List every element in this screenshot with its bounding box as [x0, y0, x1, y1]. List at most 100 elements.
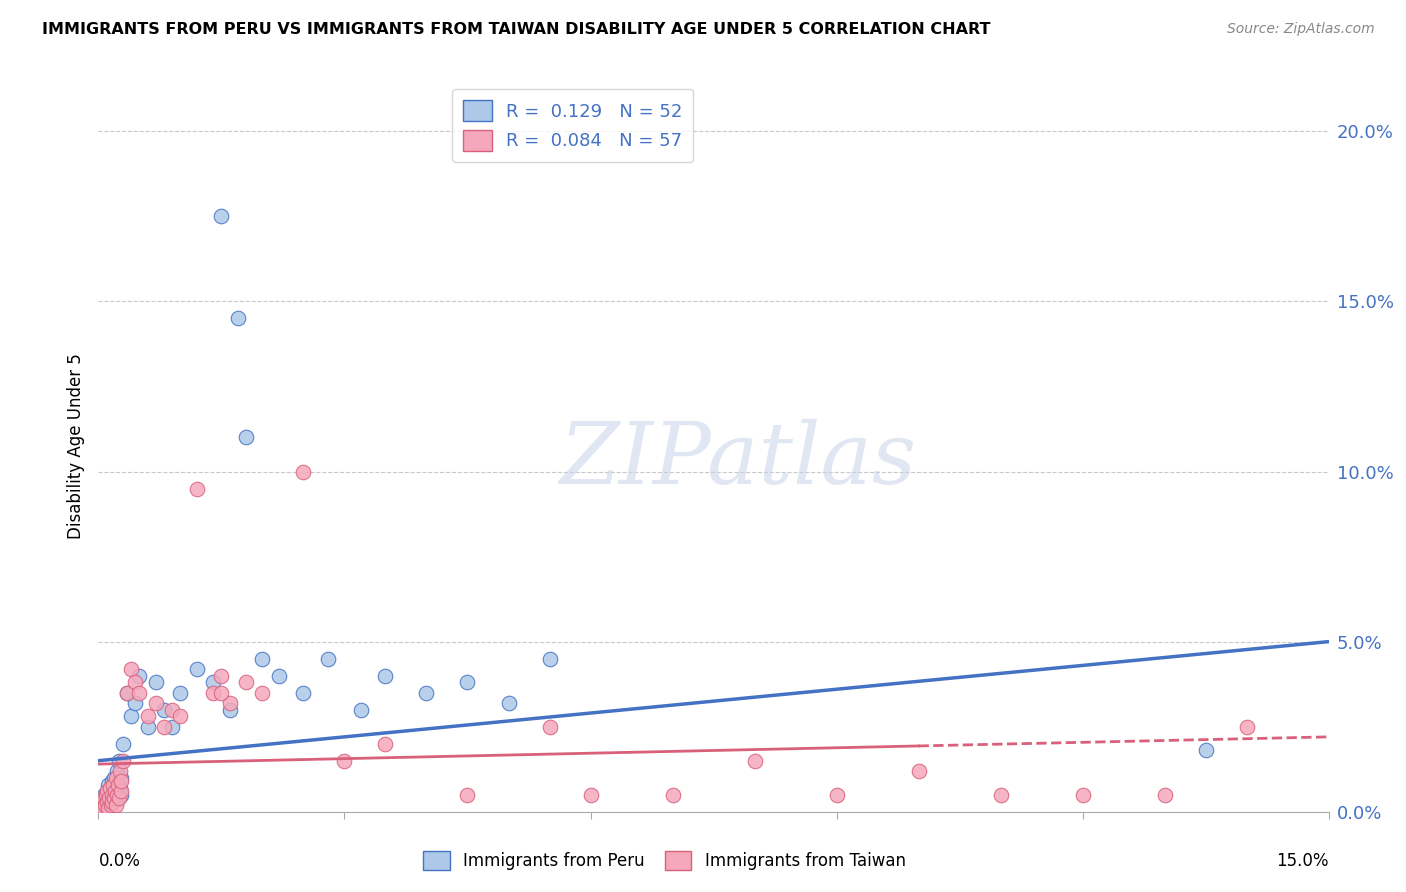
Point: [96, 784, 118, 798]
Point: [374, 737, 396, 751]
Point: [115, 686, 138, 700]
Point: [218, 696, 240, 710]
Point: [211, 210, 233, 224]
Point: [100, 797, 122, 812]
Point: [105, 771, 128, 785]
Point: [538, 720, 561, 734]
Y-axis label: Disability Age Under 5: Disability Age Under 5: [66, 353, 84, 539]
Point: [153, 720, 176, 734]
Point: [120, 662, 142, 676]
Point: [98, 780, 121, 795]
Point: [124, 696, 146, 710]
Point: [153, 703, 176, 717]
Point: [128, 686, 150, 700]
Point: [162, 720, 183, 734]
Point: [107, 791, 129, 805]
Point: [93, 801, 115, 815]
Point: [104, 784, 127, 798]
Point: [96, 797, 118, 812]
Point: [89, 801, 111, 815]
Point: [104, 784, 127, 798]
Text: IMMIGRANTS FROM PERU VS IMMIGRANTS FROM TAIWAN DISABILITY AGE UNDER 5 CORRELATIO: IMMIGRANTS FROM PERU VS IMMIGRANTS FROM …: [42, 22, 991, 37]
Point: [105, 788, 128, 802]
Point: [415, 686, 437, 700]
Point: [186, 482, 208, 496]
Point: [136, 709, 159, 723]
Point: [316, 651, 339, 665]
Point: [145, 696, 167, 710]
Point: [94, 797, 117, 812]
Text: Source: ZipAtlas.com: Source: ZipAtlas.com: [1227, 22, 1375, 37]
Text: 0.0%: 0.0%: [98, 852, 141, 870]
Point: [90, 797, 112, 812]
Point: [100, 788, 122, 802]
Legend: Immigrants from Peru, Immigrants from Taiwan: Immigrants from Peru, Immigrants from Ta…: [416, 844, 912, 877]
Point: [218, 703, 240, 717]
Point: [98, 791, 121, 805]
Point: [101, 774, 124, 789]
Point: [825, 788, 848, 802]
Point: [103, 771, 125, 785]
Point: [89, 801, 111, 815]
Point: [105, 764, 128, 778]
Point: [91, 795, 114, 809]
Point: [110, 788, 132, 802]
Text: ZIPatlas: ZIPatlas: [560, 419, 917, 502]
Point: [110, 774, 132, 789]
Point: [162, 703, 183, 717]
Point: [990, 788, 1012, 802]
Point: [211, 686, 233, 700]
Point: [145, 675, 167, 690]
Point: [98, 788, 121, 802]
Point: [112, 737, 135, 751]
Point: [333, 754, 356, 768]
Point: [103, 791, 125, 805]
Point: [292, 465, 315, 479]
Point: [1236, 720, 1258, 734]
Point: [907, 764, 929, 778]
Point: [186, 662, 208, 676]
Point: [112, 754, 135, 768]
Point: [100, 780, 122, 795]
Point: [108, 764, 131, 778]
Point: [101, 795, 124, 809]
Point: [211, 668, 233, 682]
Point: [94, 788, 117, 802]
Point: [456, 675, 478, 690]
Point: [579, 788, 602, 802]
Point: [93, 795, 115, 809]
Point: [538, 651, 561, 665]
Point: [202, 675, 225, 690]
Point: [108, 780, 131, 795]
Point: [456, 788, 478, 802]
Point: [744, 754, 766, 768]
Point: [128, 668, 150, 682]
Point: [90, 797, 112, 812]
Point: [235, 430, 257, 444]
Point: [100, 795, 122, 809]
Point: [661, 788, 683, 802]
Point: [105, 777, 128, 791]
Point: [235, 675, 257, 690]
Point: [104, 797, 127, 812]
Point: [267, 668, 290, 682]
Point: [202, 686, 225, 700]
Point: [115, 686, 138, 700]
Point: [94, 791, 117, 805]
Point: [108, 754, 131, 768]
Point: [96, 795, 118, 809]
Point: [93, 791, 115, 805]
Point: [97, 777, 120, 791]
Point: [292, 686, 315, 700]
Point: [169, 709, 191, 723]
Point: [94, 801, 117, 815]
Point: [124, 675, 146, 690]
Point: [1071, 788, 1094, 802]
Point: [374, 668, 396, 682]
Point: [98, 795, 121, 809]
Point: [226, 311, 249, 326]
Point: [252, 686, 274, 700]
Point: [498, 696, 520, 710]
Point: [108, 791, 131, 805]
Point: [136, 720, 159, 734]
